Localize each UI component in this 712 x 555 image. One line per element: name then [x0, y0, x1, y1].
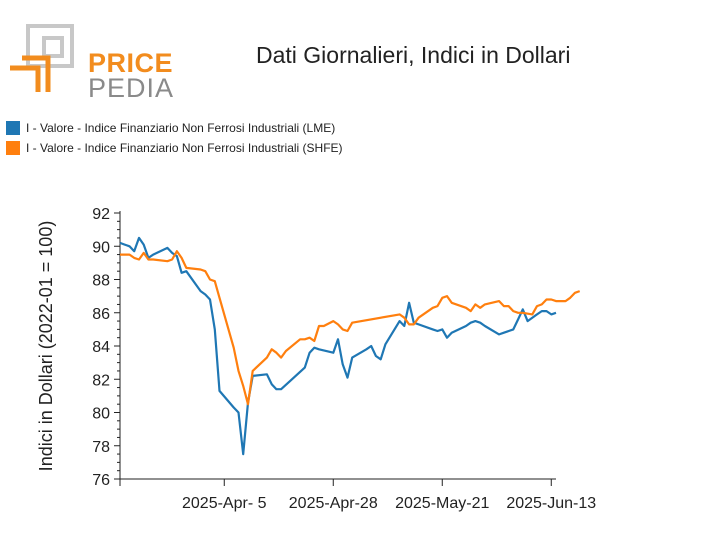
legend-swatch-lme: [6, 121, 20, 135]
y-tick-label: 92: [92, 206, 110, 223]
logo-text-pedia: PEDIA: [88, 73, 175, 103]
legend: I - Valore - Indice Finanziario Non Ferr…: [6, 118, 343, 158]
x-tick-label: 2025-Apr- 5: [182, 495, 267, 512]
y-tick-label: 82: [92, 372, 110, 389]
legend-item-shfe[interactable]: I - Valore - Indice Finanziario Non Ferr…: [6, 138, 343, 158]
x-tick-label: 2025-May-21: [395, 495, 489, 512]
y-tick-label: 90: [92, 239, 110, 256]
chart-title: Dati Giornalieri, Indici in Dollari: [256, 42, 571, 68]
y-tick-label: 76: [92, 472, 110, 489]
y-tick-label: 88: [92, 273, 110, 290]
legend-label-shfe: I - Valore - Indice Finanziario Non Ferr…: [26, 141, 343, 155]
series-line-lme: [119, 236, 557, 456]
y-axis-title: Indici in Dollari (2022-01 = 100): [36, 221, 56, 472]
y-tick-label: 86: [92, 306, 110, 323]
y-tick-label: 84: [92, 339, 110, 356]
y-tick-label: 78: [92, 439, 110, 456]
x-tick-label: 2025-Jun-13: [506, 495, 596, 512]
logo-mark-icon: [10, 24, 74, 92]
y-tick-label: 80: [92, 406, 110, 423]
logo-text-price: PRICE: [88, 48, 174, 78]
series-line-shfe: [120, 250, 581, 406]
legend-label-lme: I - Valore - Indice Finanziario Non Ferr…: [26, 121, 336, 135]
legend-swatch-shfe: [6, 141, 20, 155]
legend-item-lme[interactable]: I - Valore - Indice Finanziario Non Ferr…: [6, 118, 343, 138]
pricepedia-logo: PRICE PEDIA: [8, 22, 173, 103]
x-tick-label: 2025-Apr-28: [289, 495, 378, 512]
